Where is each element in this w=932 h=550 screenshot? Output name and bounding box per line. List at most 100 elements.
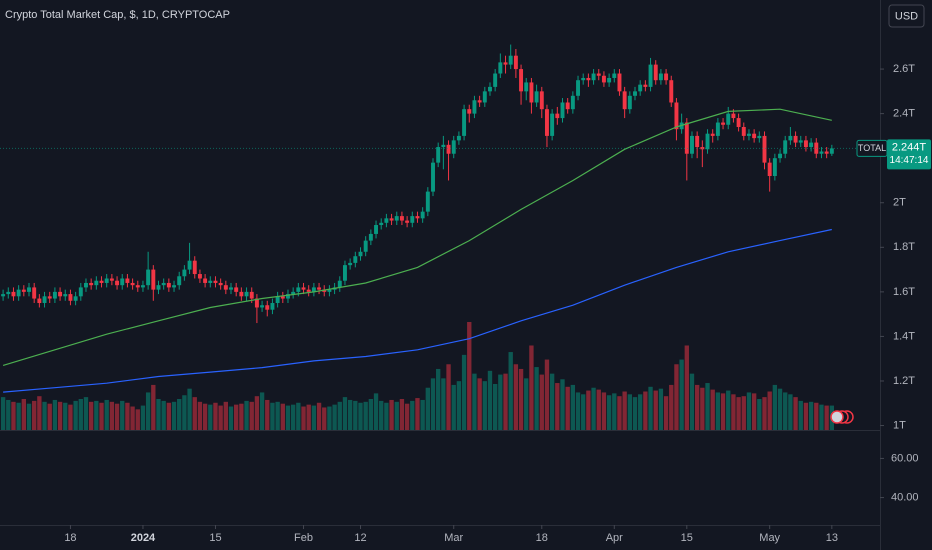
candle-body bbox=[586, 77, 591, 81]
candle-body bbox=[27, 287, 31, 292]
volume-bar bbox=[26, 403, 32, 430]
volume-bar bbox=[223, 401, 229, 430]
candle-body bbox=[612, 73, 617, 78]
volume-bar bbox=[171, 401, 177, 430]
moving-average-line bbox=[2, 108, 832, 366]
volume-bar bbox=[694, 384, 700, 430]
volume-bar bbox=[472, 373, 477, 430]
volume-bar bbox=[373, 393, 379, 430]
candle-body bbox=[627, 95, 632, 110]
last-price-label-bg bbox=[887, 139, 931, 170]
candles bbox=[1, 44, 834, 324]
volume-bar bbox=[177, 399, 182, 430]
candle-body bbox=[803, 140, 808, 148]
candle-body bbox=[166, 282, 171, 288]
volume-bar bbox=[0, 397, 6, 430]
candle-body bbox=[410, 216, 415, 223]
candle-body bbox=[379, 222, 384, 226]
volume-bar bbox=[632, 397, 638, 430]
volume-bar bbox=[125, 402, 130, 430]
volume-bar bbox=[270, 402, 275, 430]
currency-button[interactable] bbox=[888, 4, 925, 28]
x-tick-label: 15 bbox=[209, 532, 221, 544]
volume-bar bbox=[446, 364, 451, 430]
candle-body bbox=[607, 77, 612, 83]
candle-body bbox=[783, 140, 788, 154]
event-icon[interactable] bbox=[830, 410, 844, 424]
candle-body bbox=[736, 118, 741, 127]
candle-body bbox=[519, 69, 524, 92]
x-tick-label: Apr bbox=[606, 532, 623, 544]
volume-bar bbox=[32, 400, 37, 430]
candle-body bbox=[669, 80, 674, 103]
event-icons[interactable] bbox=[830, 410, 854, 424]
candle-body bbox=[498, 62, 503, 74]
candle-body bbox=[37, 298, 42, 304]
candle-body bbox=[648, 64, 653, 87]
volume-bar bbox=[736, 397, 741, 430]
candle-body bbox=[182, 269, 187, 277]
candle-body bbox=[399, 216, 404, 221]
volume-bar bbox=[570, 384, 576, 430]
volume-bar bbox=[689, 373, 695, 430]
y-tick-label: 40.00 bbox=[891, 491, 919, 503]
candle-body bbox=[275, 296, 280, 304]
candle-body bbox=[239, 291, 244, 297]
candle-body bbox=[778, 153, 783, 159]
candle-body bbox=[622, 91, 627, 110]
candle-body bbox=[104, 278, 109, 283]
y-tick-label: 60.00 bbox=[891, 452, 919, 464]
candle-body bbox=[503, 62, 508, 65]
candle-body bbox=[446, 144, 451, 154]
candle-body bbox=[337, 280, 342, 288]
candle-body bbox=[125, 278, 130, 283]
candle-body bbox=[555, 113, 560, 119]
volume-bar bbox=[824, 405, 829, 430]
volume-bar bbox=[648, 386, 653, 430]
volume-bar bbox=[441, 378, 446, 430]
volume-bar bbox=[772, 384, 778, 430]
candle-body bbox=[368, 233, 373, 241]
candle-body bbox=[21, 289, 26, 292]
y-tick-label: 1.2T bbox=[893, 375, 915, 387]
candle-body bbox=[389, 218, 394, 221]
volume-bar bbox=[140, 405, 146, 430]
candle-body bbox=[156, 285, 161, 290]
candle-body bbox=[84, 282, 88, 288]
candle-body bbox=[120, 278, 125, 286]
volume-bar bbox=[767, 391, 772, 430]
volume-bar bbox=[539, 374, 544, 430]
candle-body bbox=[488, 86, 492, 92]
x-tick-label: Mar bbox=[444, 532, 463, 544]
candle-body bbox=[32, 287, 37, 299]
volume-bar bbox=[560, 379, 565, 430]
candle-body bbox=[601, 75, 606, 83]
volume-bar bbox=[731, 394, 736, 430]
volume-bar bbox=[88, 401, 94, 430]
volume-bar bbox=[549, 373, 555, 430]
volume-bar bbox=[788, 394, 793, 430]
volume-bar bbox=[114, 403, 120, 430]
currency-label[interactable]: USD bbox=[895, 10, 918, 22]
candle-body bbox=[472, 100, 477, 114]
volume-bar bbox=[425, 387, 431, 430]
candle-body bbox=[431, 162, 435, 192]
candle-body bbox=[436, 147, 441, 163]
volume-bar bbox=[436, 368, 441, 430]
candle-body bbox=[197, 274, 202, 279]
candle-body bbox=[58, 291, 63, 297]
volume-bar bbox=[182, 395, 187, 430]
volume-bar bbox=[280, 403, 285, 430]
candle-body bbox=[405, 220, 410, 223]
y-tick-label: 1T bbox=[893, 419, 906, 431]
candle-body bbox=[560, 102, 565, 119]
candle-body bbox=[467, 109, 472, 114]
candle-body bbox=[68, 294, 73, 301]
volume-bar bbox=[638, 394, 643, 430]
volume-bar bbox=[358, 402, 363, 430]
volume-bar bbox=[410, 400, 415, 430]
volume-bar bbox=[306, 404, 311, 430]
candle-body bbox=[1, 294, 6, 297]
candle-body bbox=[731, 113, 736, 119]
volume-bar bbox=[762, 397, 767, 430]
